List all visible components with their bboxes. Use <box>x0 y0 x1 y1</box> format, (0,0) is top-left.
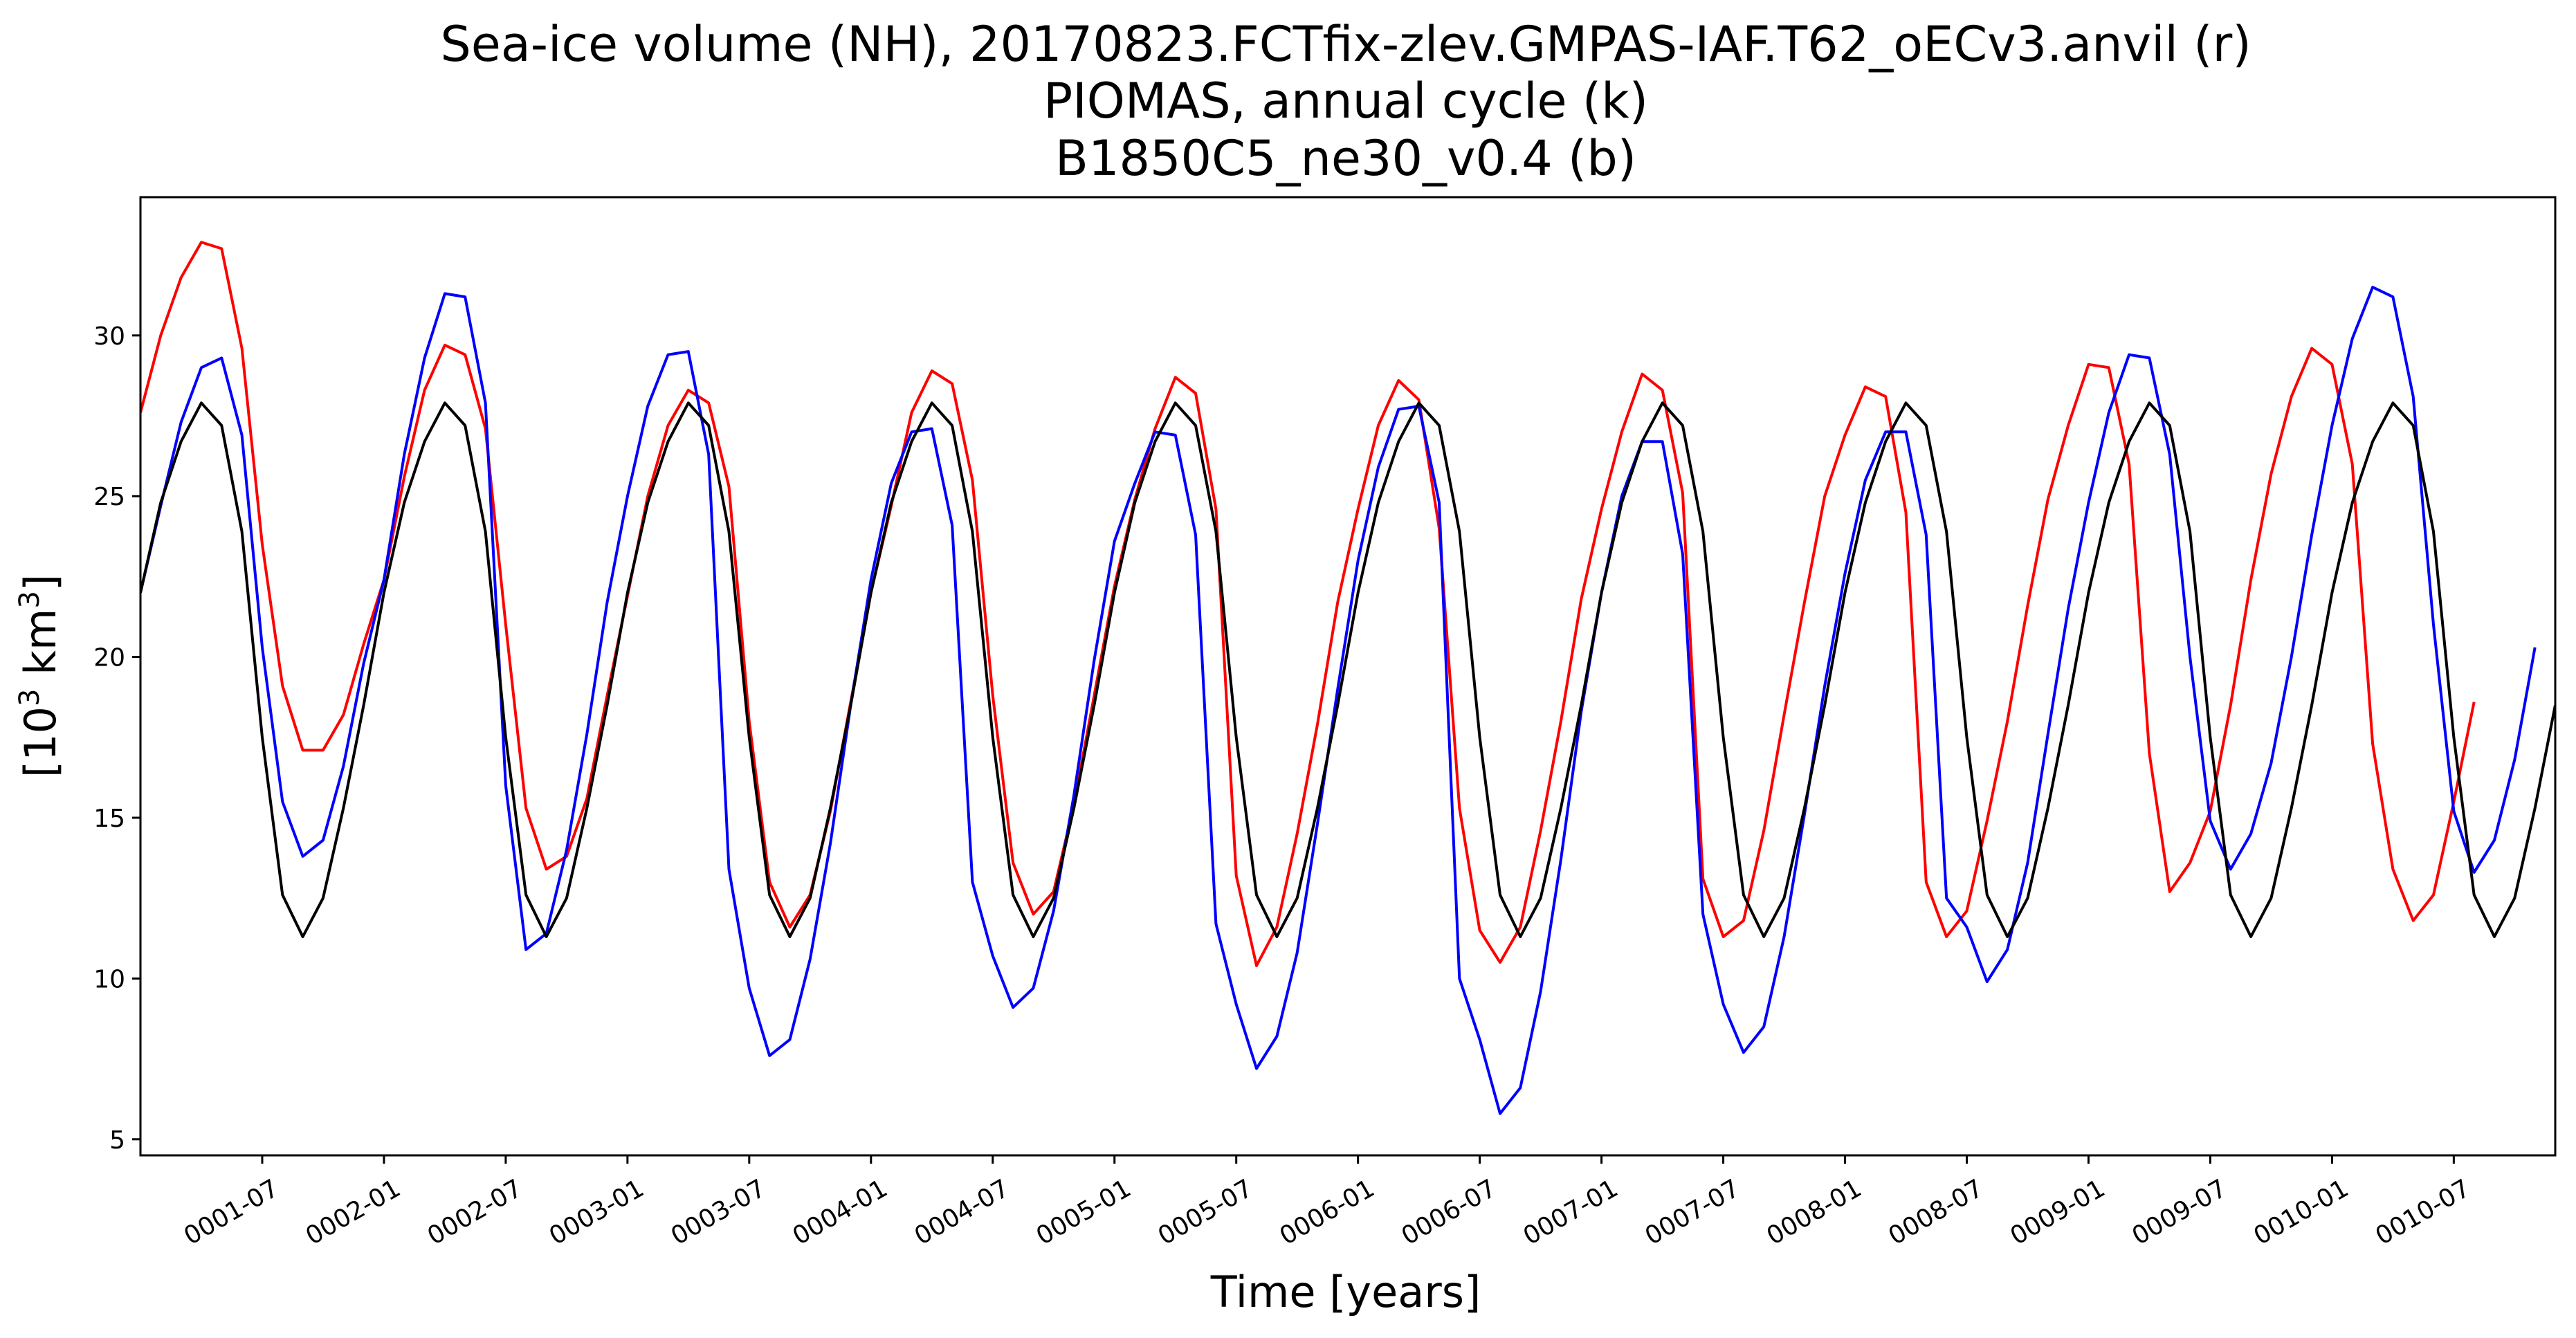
y-axis-label-part-3: ] <box>15 574 66 591</box>
x-tick-label: 0004-07 <box>910 1174 1014 1251</box>
y-tick-label: 25 <box>93 483 125 511</box>
y-axis-label-part-1: [10 <box>15 706 66 778</box>
x-tick-label: 0008-07 <box>1884 1174 1989 1251</box>
x-axis-label: Time [years] <box>1210 1267 1481 1317</box>
x-tick-label: 0009-07 <box>2128 1174 2232 1251</box>
chart-title-line-2: PIOMAS, annual cycle (k) <box>1043 73 1648 129</box>
chart-title-line-1: Sea-ice volume (NH), 20170823.FCTfix-zle… <box>440 16 2251 73</box>
x-tick-label: 0005-07 <box>1153 1174 1258 1251</box>
y-axis-label-exponent-2: 3 <box>14 591 46 608</box>
x-tick-label: 0004-01 <box>788 1174 893 1251</box>
plot-area-frame <box>139 196 2557 1157</box>
series-line-3 <box>140 401 2555 938</box>
x-tick-label: 0006-01 <box>1275 1174 1380 1251</box>
x-tick-label: 0009-01 <box>2006 1174 2110 1251</box>
x-tick-label: 0008-01 <box>1762 1174 1867 1251</box>
x-tick-label: 0001-07 <box>179 1174 284 1251</box>
y-tick-label: 20 <box>93 644 125 672</box>
series-line-1 <box>140 241 2476 967</box>
series-line-2 <box>140 286 2537 1115</box>
y-axis-label-part-2: km <box>15 609 66 689</box>
x-tick-label: 0003-01 <box>545 1174 649 1251</box>
x-tick-label: 0010-07 <box>2371 1174 2475 1251</box>
series-layer <box>140 241 2555 1115</box>
x-tick-label: 0002-07 <box>423 1174 527 1251</box>
y-tick-label: 10 <box>93 965 125 993</box>
x-tick-label: 0007-07 <box>1641 1174 1745 1251</box>
x-axis: 0001-07 0002-01 0002-07 0003-01 0003-07 0004-… <box>179 1155 2475 1251</box>
x-tick-label: 0003-07 <box>666 1174 771 1251</box>
y-tick-label: 15 <box>93 805 125 833</box>
x-tick-label: 0002-01 <box>301 1174 405 1251</box>
y-axis-label: [103 km3] <box>14 574 66 778</box>
x-tick-label: 0007-01 <box>1519 1174 1623 1251</box>
y-tick-label: 30 <box>93 322 125 351</box>
y-axis-label-exponent-1: 3 <box>14 689 46 706</box>
chart-title: Sea-ice volume (NH), 20170823.FCTfix-zle… <box>440 16 2251 187</box>
y-axis: 5 10 15 20 25 30 <box>93 322 140 1155</box>
x-tick-label: 0006-07 <box>1397 1174 1501 1251</box>
x-tick-label: 0005-01 <box>1032 1174 1136 1251</box>
y-tick-label: 5 <box>109 1126 125 1155</box>
x-tick-label: 0010-01 <box>2249 1174 2354 1251</box>
chart-title-line-3: B1850C5_ne30_v0.4 (b) <box>1055 130 1636 187</box>
